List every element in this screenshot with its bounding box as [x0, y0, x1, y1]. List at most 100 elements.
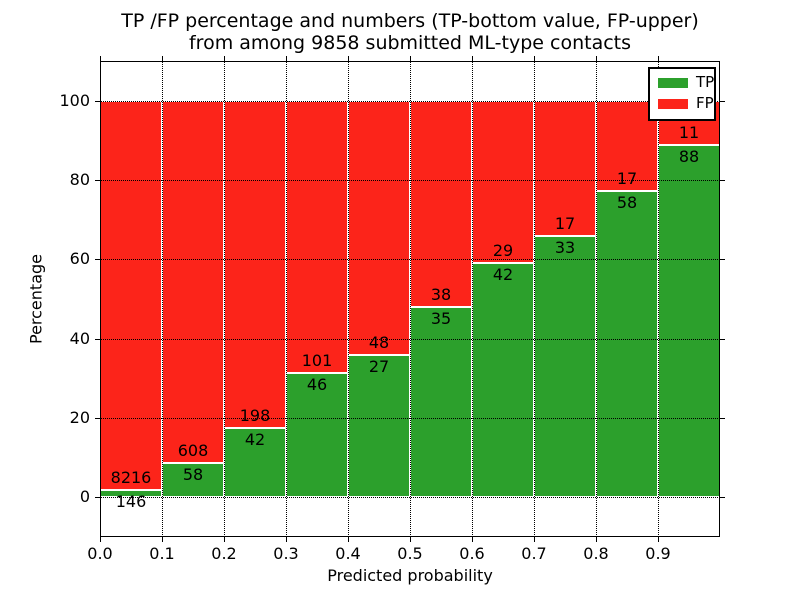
x-tick-top	[348, 56, 349, 61]
x-tick-label: 0.2	[211, 544, 237, 563]
x-tick-label: 0.1	[149, 544, 175, 563]
gridline-vertical	[410, 61, 411, 537]
x-axis-label: Predicted probability	[327, 566, 493, 585]
x-tick-top	[596, 56, 597, 61]
legend-entry-fp: FP	[658, 96, 714, 111]
y-tick-right	[720, 100, 725, 102]
y-tick-left	[95, 338, 100, 340]
y-tick-right	[720, 418, 725, 419]
gridline-vertical	[596, 61, 597, 537]
bar-value-label-tp: 58	[182, 464, 204, 484]
x-tick-label: 0.5	[397, 544, 423, 563]
x-tick-bottom	[286, 537, 287, 542]
bar-value-label-tp: 58	[616, 192, 638, 212]
chart-title-line2: from among 9858 submitted ML-type contac…	[188, 32, 632, 54]
gridline-vertical	[348, 61, 349, 537]
bar-value-label-tp: 46	[306, 375, 328, 395]
bar-value-label-fp: 198	[239, 405, 271, 425]
bar-segment-fp	[410, 100, 472, 308]
bar-value-label-fp: 17	[554, 213, 576, 233]
bar-segment-tp	[658, 144, 720, 498]
bar-value-label-tp: 88	[678, 146, 700, 166]
bar-segment-tp	[286, 373, 348, 498]
bar-value-label-tp: 35	[430, 309, 452, 329]
y-tick-right	[720, 497, 725, 499]
x-tick-top	[472, 56, 473, 61]
bar-value-label-fp: 8216	[110, 468, 152, 488]
x-tick-label: 0.8	[583, 544, 609, 563]
y-tick-left	[95, 180, 100, 181]
y-tick-left	[95, 259, 100, 261]
gridline-vertical	[534, 61, 535, 537]
y-tick-left	[95, 497, 100, 499]
gridline-vertical	[658, 61, 659, 537]
x-tick-label: 0.3	[273, 544, 299, 563]
x-tick-label: 0.6	[459, 544, 485, 563]
bar-segment-tp	[596, 190, 658, 498]
bar-segment-fp	[348, 100, 410, 355]
bar-value-label-fp: 11	[678, 122, 700, 142]
x-tick-top	[410, 56, 411, 61]
x-tick-bottom	[224, 537, 225, 542]
y-tick-label: 60	[69, 249, 90, 269]
bar-value-label-tp: 42	[244, 429, 266, 449]
gridline-vertical	[224, 61, 225, 537]
legend-swatch-tp	[658, 77, 688, 88]
y-tick-right	[720, 259, 725, 261]
bar-value-label-fp: 29	[492, 240, 514, 260]
x-tick-top	[100, 56, 101, 61]
legend-swatch-fp	[658, 98, 688, 109]
x-tick-bottom	[534, 537, 535, 542]
x-tick-label: 0.7	[521, 544, 547, 563]
plot-area: 8216 146 608 58 198 42 101 46 48 27 38 35 29 42 17 33 17…	[100, 61, 720, 537]
x-tick-top	[534, 56, 535, 61]
y-tick-right	[720, 180, 725, 181]
x-tick-bottom	[658, 537, 659, 542]
bar-segment-fp	[286, 100, 348, 374]
bar-value-label-fp: 101	[301, 351, 333, 371]
gridline-vertical	[162, 61, 163, 537]
chart-title: TP /FP percentage and numbers (TP-bottom…	[100, 10, 720, 54]
y-tick-label: 100	[59, 90, 90, 110]
bar-segment-fp	[534, 100, 596, 236]
bar-segment-tp	[348, 354, 410, 498]
bar-segment-fp	[100, 100, 162, 491]
bar-segment-tp	[534, 235, 596, 498]
bar-segment-tp	[472, 262, 534, 498]
bar-value-label-fp: 48	[368, 332, 390, 352]
x-tick-top	[224, 56, 225, 61]
x-tick-bottom	[596, 537, 597, 542]
y-tick-right	[720, 338, 725, 340]
bar-segment-fp	[224, 100, 286, 428]
y-tick-label: 80	[69, 170, 90, 189]
bar-value-label-tp: 42	[492, 264, 514, 284]
x-tick-label: 0.9	[645, 544, 671, 563]
bar-value-label-tp: 146	[115, 492, 147, 512]
bar-segment-tp	[410, 307, 472, 498]
x-tick-top	[286, 56, 287, 61]
bar-value-label-tp: 27	[368, 356, 390, 376]
x-tick-top	[658, 56, 659, 61]
x-tick-bottom	[472, 537, 473, 542]
x-tick-bottom	[410, 537, 411, 542]
bar-segment-fp	[162, 100, 224, 463]
y-tick-label: 40	[69, 328, 90, 348]
y-tick-left	[95, 418, 100, 419]
gridline-vertical	[472, 61, 473, 537]
legend-label-fp: FP	[696, 94, 714, 112]
x-tick-bottom	[162, 537, 163, 542]
x-tick-label: 0.4	[335, 544, 361, 563]
bar-value-label-tp: 33	[554, 237, 576, 257]
x-tick-label: 0.0	[87, 544, 113, 563]
chart-title-line1: TP /FP percentage and numbers (TP-bottom…	[121, 10, 699, 32]
x-tick-bottom	[100, 537, 101, 542]
bar-value-label-fp: 608	[177, 440, 209, 460]
y-tick-label: 20	[69, 408, 90, 427]
legend-label-tp: TP	[696, 73, 715, 91]
x-tick-bottom	[348, 537, 349, 542]
bar-segment-fp	[472, 100, 534, 263]
y-tick-left	[95, 100, 100, 102]
gridline-vertical	[286, 61, 287, 537]
bar-value-label-fp: 38	[430, 285, 452, 305]
